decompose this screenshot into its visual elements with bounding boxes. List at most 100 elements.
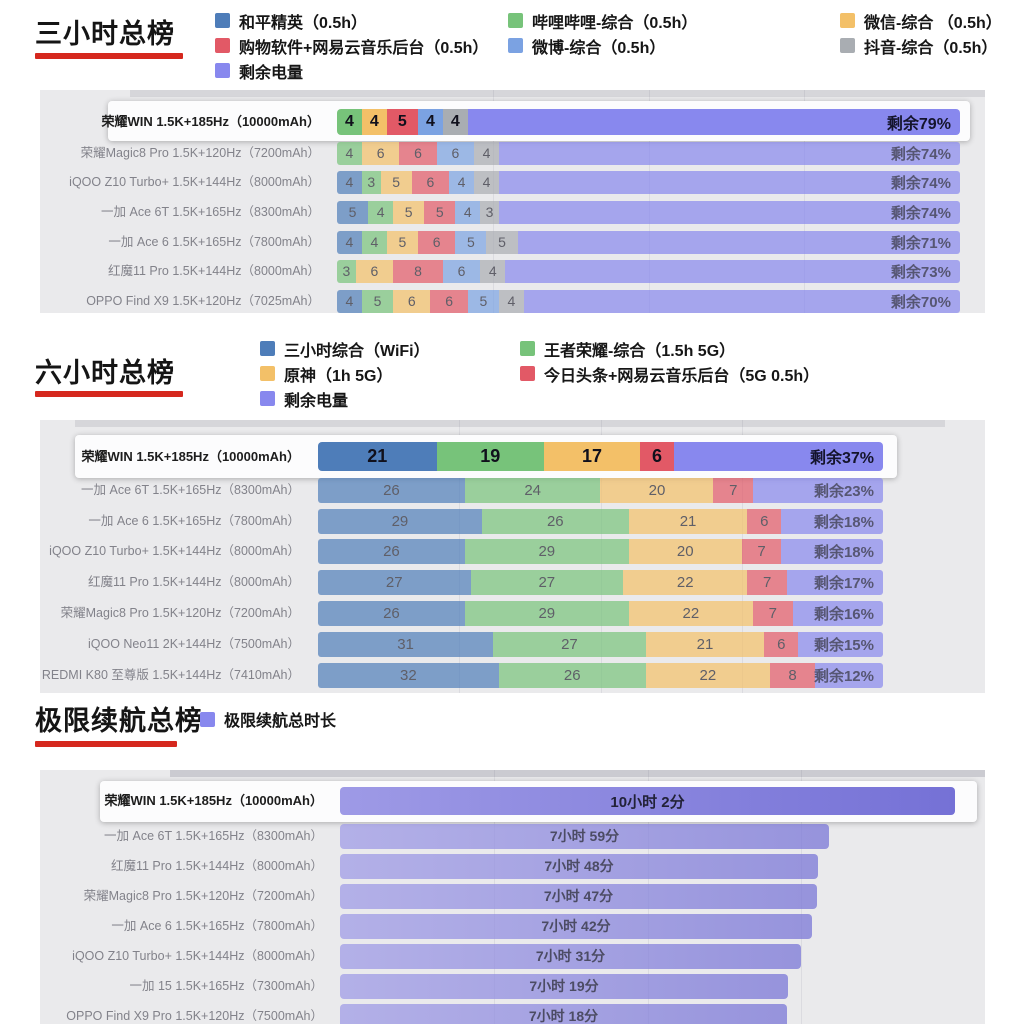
bar-segment-darkblue: 29	[318, 508, 482, 534]
duration-label: 7小时 19分	[529, 978, 599, 994]
duration-label: 7小时 47分	[543, 888, 614, 904]
section-underline-6h	[35, 391, 183, 397]
chart-row: 荣耀Magic8 Pro 1.5K+120Hz（7200mAh） 26 29 22 7 剩…	[40, 600, 985, 626]
bar-segment-orange: 21	[628, 508, 748, 534]
legend-swatch-icon	[520, 366, 535, 381]
bar-segment-darkblue: 21	[318, 441, 437, 471]
bar-segment-red: 6	[399, 141, 437, 165]
duration-label: 10小时 2分	[610, 793, 685, 811]
segment-value: 5	[392, 174, 401, 190]
bar-segment-remain: 剩余18%	[781, 538, 883, 564]
segment-value: 22	[676, 573, 694, 591]
bar-segment-orange: 5	[386, 230, 418, 254]
segment-value: 19	[480, 445, 501, 466]
segment-value: 4	[345, 234, 354, 250]
chart-row: 红魔11 Pro 1.5K+144Hz（8000mAh） 27 27 22 7 剩余17%	[40, 569, 985, 595]
legend-item: 抖音-综合（0.5h）	[840, 33, 1002, 58]
bar-segment-remain: 剩余37%	[673, 441, 883, 471]
legend-swatch-icon	[260, 366, 275, 381]
chart-row: 一加 15 1.5K+165Hz（7300mAh） 7小时 19分	[40, 973, 985, 999]
legend-column: 三小时综合（WiFi） 原神（1h 5G） 剩余电量	[260, 336, 430, 411]
legend-item: 剩余电量	[215, 58, 488, 83]
segment-value: 4	[457, 174, 466, 190]
bar-segment-orange: 22	[623, 569, 748, 595]
remaining-label: 剩余18%	[813, 513, 874, 531]
bar-segment-gray: 3	[480, 200, 499, 224]
row-label: iQOO Z10 Turbo+ 1.5K+144Hz（8000mAh）	[69, 174, 320, 189]
chart-row: 一加 Ace 6T 1.5K+165Hz（8300mAh） 5 4 5 5 4 3 剩余74%	[40, 200, 985, 224]
legend-item: 微信-综合 （0.5h）	[840, 8, 1002, 33]
segment-value: 27	[538, 573, 556, 591]
bar-segment-red: 6	[411, 170, 450, 194]
bar-segment-green: 3	[361, 170, 381, 194]
row-label: 荣耀WIN 1.5K+185Hz（10000mAh）	[104, 793, 323, 808]
row-label: 红魔11 Pro 1.5K+144Hz（8000mAh）	[87, 574, 300, 589]
bar-segment-orange: 6	[393, 289, 431, 313]
segment-value: 6	[407, 293, 416, 309]
segment-value: 7	[757, 542, 766, 560]
segment-value: 4	[488, 263, 497, 279]
remaining-label: 剩余16%	[813, 605, 874, 623]
stacked-bar: 4 3 5 6 4 4 剩余74%	[337, 170, 960, 194]
bar-segment-darkblue: 4	[337, 170, 362, 194]
bar-segment-remain: 剩余16%	[792, 600, 883, 626]
bar-segment-lightblue: 6	[436, 141, 475, 165]
bar-segment-green: 27	[493, 631, 646, 657]
segment-value: 4	[345, 293, 354, 309]
segment-value: 5	[404, 204, 413, 220]
bar-segment-gray: 4	[498, 289, 524, 313]
legend-column: 哔哩哔哩-综合（0.5h） 微博-综合（0.5h）	[508, 8, 697, 58]
legend-swatch-icon	[520, 341, 535, 356]
chart-row: iQOO Z10 Turbo+ 1.5K+144Hz（8000mAh） 4 3 5 6 4…	[40, 170, 985, 194]
segment-value: 6	[414, 145, 422, 161]
remaining-label: 剩余12%	[813, 667, 874, 685]
row-label: iQOO Z10 Turbo+ 1.5K+144Hz（8000mAh）	[72, 948, 323, 963]
chart-row: 荣耀Magic8 Pro 1.5K+120Hz（7200mAh） 7小时 47分	[40, 883, 985, 909]
segment-value: 4	[369, 113, 379, 130]
segment-value: 26	[383, 604, 400, 622]
bar-segment-orange: 22	[645, 662, 770, 688]
row-label: 一加 Ace 6T 1.5K+165Hz（8300mAh）	[81, 482, 300, 497]
stacked-bar: 26 29 20 7 剩余18%	[318, 538, 883, 564]
legend-label: 剩余电量	[239, 64, 304, 82]
segment-value: 4	[482, 174, 491, 190]
row-label: 一加 Ace 6 1.5K+165Hz（7800mAh）	[88, 513, 300, 528]
legend-column: 和平精英（0.5h） 购物软件+网易云音乐后台（0.5h） 剩余电量	[215, 8, 488, 83]
bar-segment-remain: 剩余71%	[517, 230, 960, 254]
bar-segment-green: 4	[337, 109, 362, 135]
segment-value: 4	[507, 293, 516, 309]
segment-value: 8	[414, 263, 422, 279]
bar-segment-orange: 6	[361, 141, 400, 165]
legend-label: 王者荣耀-综合（1.5h 5G）	[544, 342, 736, 360]
remaining-label: 剩余74%	[890, 174, 951, 192]
segment-value: 4	[370, 234, 379, 250]
segment-value: 4	[376, 204, 385, 220]
legend-label: 微信-综合 （0.5h）	[864, 14, 1002, 32]
row-label: iQOO Neo11 2K+144Hz（7500mAh）	[87, 636, 300, 651]
segment-value: 4	[345, 113, 354, 130]
bar-segment-gray: 5	[486, 230, 518, 254]
segment-value: 5	[435, 204, 444, 220]
bar-segment-green: 29	[464, 600, 629, 626]
remaining-label: 剩余15%	[813, 636, 874, 654]
legend-column: 极限续航总时长	[200, 706, 336, 732]
segment-value: 29	[538, 542, 556, 560]
bar-segment-red: 8	[769, 662, 816, 688]
bar-segment-red: 7	[753, 600, 793, 626]
chart-row: OPPO Find X9 Pro 1.5K+120Hz（7500mAh） 7小时 …	[40, 1003, 985, 1024]
bar-segment-red: 6	[417, 230, 456, 254]
bar-segment-orange: 22	[628, 600, 754, 626]
legend-item: 购物软件+网易云音乐后台（0.5h）	[215, 33, 488, 58]
bar-segment-darkblue: 32	[318, 662, 499, 688]
remaining-label: 剩余70%	[890, 293, 951, 311]
legend-label: 哔哩哔哩-综合（0.5h）	[532, 14, 698, 32]
segment-value: 6	[370, 263, 379, 279]
segment-value: 32	[400, 666, 417, 684]
remaining-label: 剩余73%	[890, 263, 951, 281]
row-label: 荣耀WIN 1.5K+185Hz（10000mAh）	[81, 448, 300, 464]
segment-value: 22	[682, 604, 700, 622]
bar-segment-orange: 5	[380, 170, 412, 194]
bar-segment-orange: 4	[361, 109, 387, 135]
chart-row: iQOO Z10 Turbo+ 1.5K+144Hz（8000mAh） 7小时 3…	[40, 943, 985, 969]
chart-row: 荣耀Magic8 Pro 1.5K+120Hz（7200mAh） 4 6 6 6 4 剩余7…	[40, 141, 985, 165]
